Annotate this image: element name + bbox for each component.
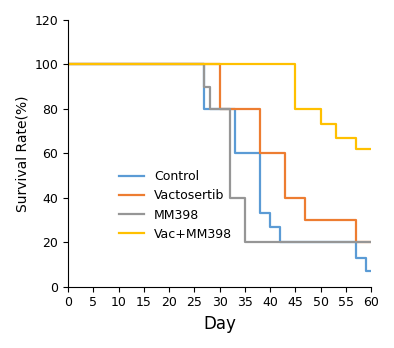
MM398 xyxy=(369,240,374,244)
Vactosertib xyxy=(258,151,262,156)
Control xyxy=(369,269,374,273)
Vac+MM398 xyxy=(66,62,71,66)
Control xyxy=(242,151,247,156)
Vactosertib xyxy=(283,196,288,200)
Vactosertib xyxy=(202,62,207,66)
Vactosertib xyxy=(242,107,247,111)
Control xyxy=(268,224,273,229)
Control xyxy=(278,240,282,244)
Legend: Control, Vactosertib, MM398, Vac+MM398: Control, Vactosertib, MM398, Vac+MM398 xyxy=(114,165,237,246)
Vac+MM398 xyxy=(333,136,338,140)
MM398 xyxy=(242,240,247,244)
Vactosertib xyxy=(217,107,222,111)
MM398 xyxy=(197,62,202,66)
Vactosertib xyxy=(227,107,232,111)
Vac+MM398 xyxy=(283,62,288,66)
Vac+MM398 xyxy=(318,122,323,127)
Control xyxy=(364,269,368,273)
Line: Vac+MM398: Vac+MM398 xyxy=(68,64,371,149)
Control xyxy=(258,211,262,215)
Y-axis label: Survival Rate(%): Survival Rate(%) xyxy=(15,95,29,212)
Vactosertib xyxy=(268,151,273,156)
MM398 xyxy=(258,240,262,244)
Line: MM398: MM398 xyxy=(68,64,371,242)
Line: Vactosertib: Vactosertib xyxy=(68,64,371,242)
MM398 xyxy=(207,107,212,111)
Control xyxy=(353,256,358,260)
Control xyxy=(232,151,237,156)
MM398 xyxy=(253,240,257,244)
Control xyxy=(253,151,257,156)
Vac+MM398 xyxy=(344,136,348,140)
MM398 xyxy=(202,85,207,89)
Vac+MM398 xyxy=(353,147,358,151)
Control xyxy=(202,107,207,111)
Vactosertib xyxy=(303,218,308,222)
Vactosertib xyxy=(369,240,374,244)
Control xyxy=(207,107,212,111)
MM398 xyxy=(66,62,71,66)
MM398 xyxy=(227,196,232,200)
Control xyxy=(192,62,197,66)
MM398 xyxy=(278,240,282,244)
Vac+MM398 xyxy=(293,107,298,111)
Vactosertib xyxy=(66,62,71,66)
Vac+MM398 xyxy=(369,147,374,151)
Vactosertib xyxy=(353,240,358,244)
Control xyxy=(66,62,71,66)
X-axis label: Day: Day xyxy=(203,315,236,333)
Line: Control: Control xyxy=(68,64,371,271)
